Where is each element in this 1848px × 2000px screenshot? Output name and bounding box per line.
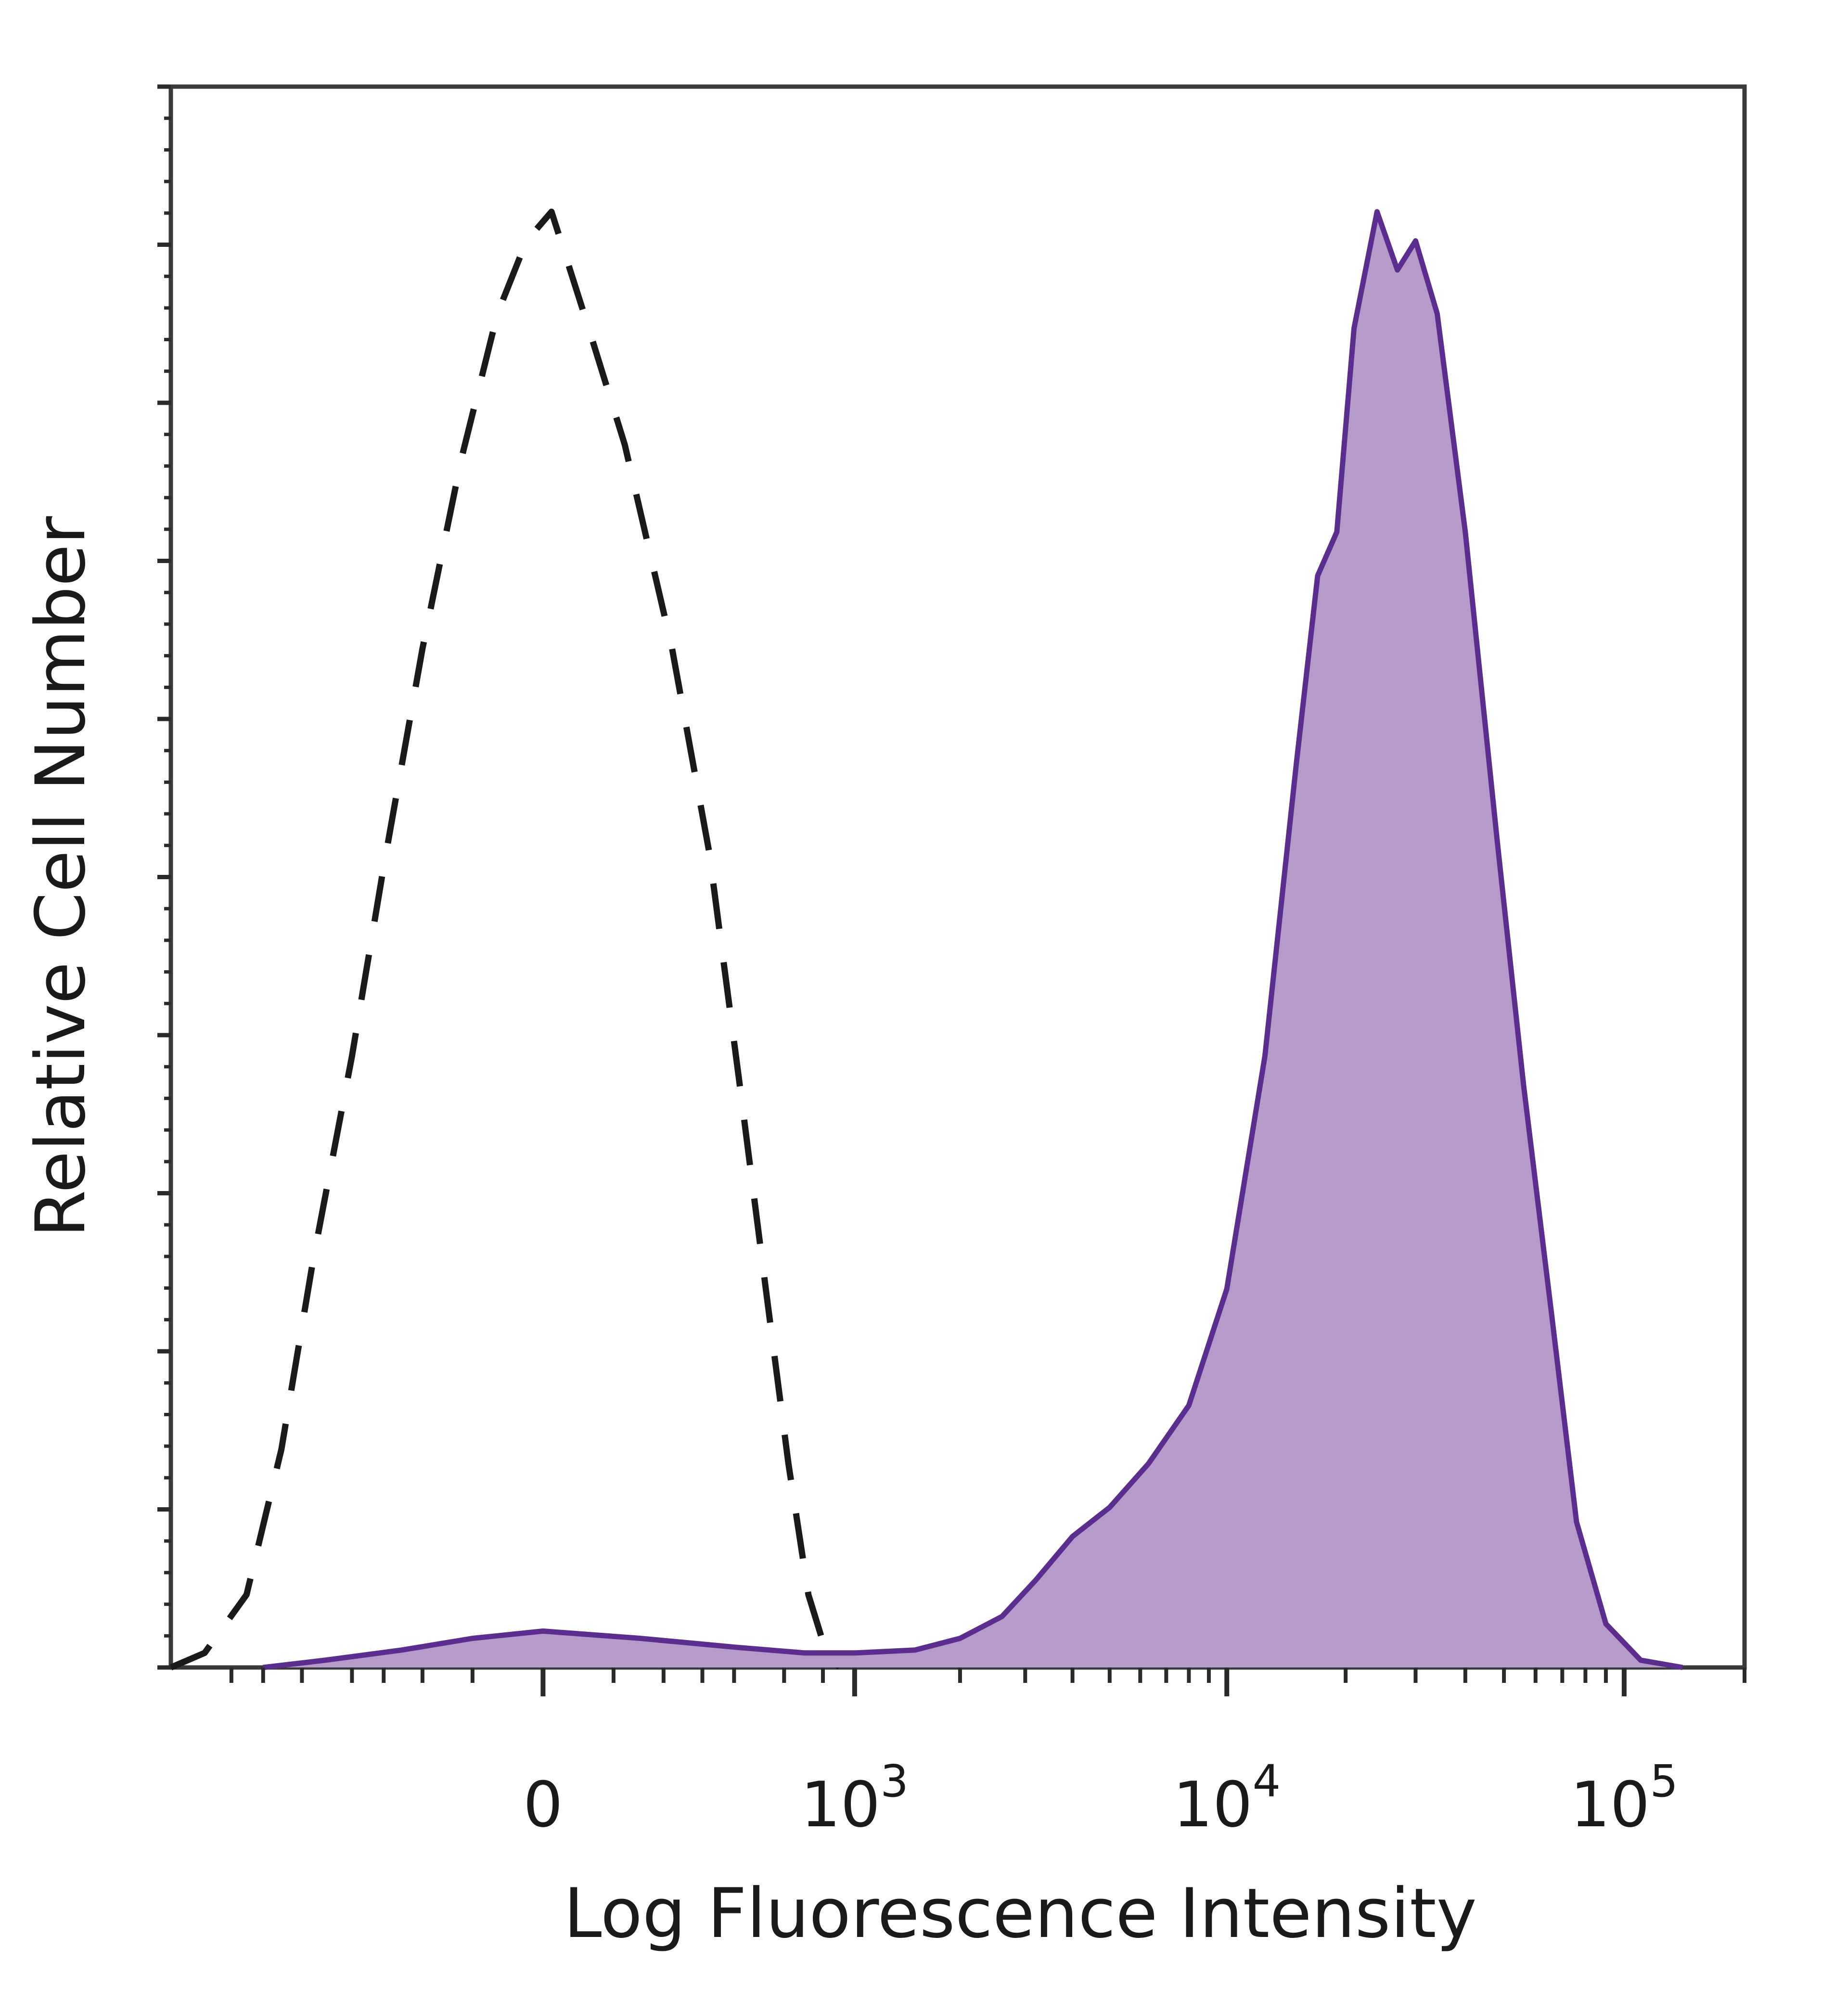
series-1-fill	[263, 212, 1683, 1667]
y-axis-label: Relative Cell Number	[21, 516, 101, 1237]
x-tick-label-0: 0	[523, 1768, 563, 1841]
series-1-line	[263, 209, 1683, 1670]
x-tick-label-2: 104	[1173, 1756, 1281, 1841]
series-layer	[169, 208, 1683, 1670]
tick-layer	[157, 84, 1746, 1696]
x-tick-label-3: 105	[1570, 1756, 1678, 1841]
series-0-line	[169, 208, 842, 1670]
tick-label-layer: 0 103 104 105	[523, 1756, 1678, 1841]
x-axis-label: Log Fluorescence Intensity	[564, 1874, 1476, 1953]
x-tick-label-1: 103	[801, 1756, 909, 1841]
